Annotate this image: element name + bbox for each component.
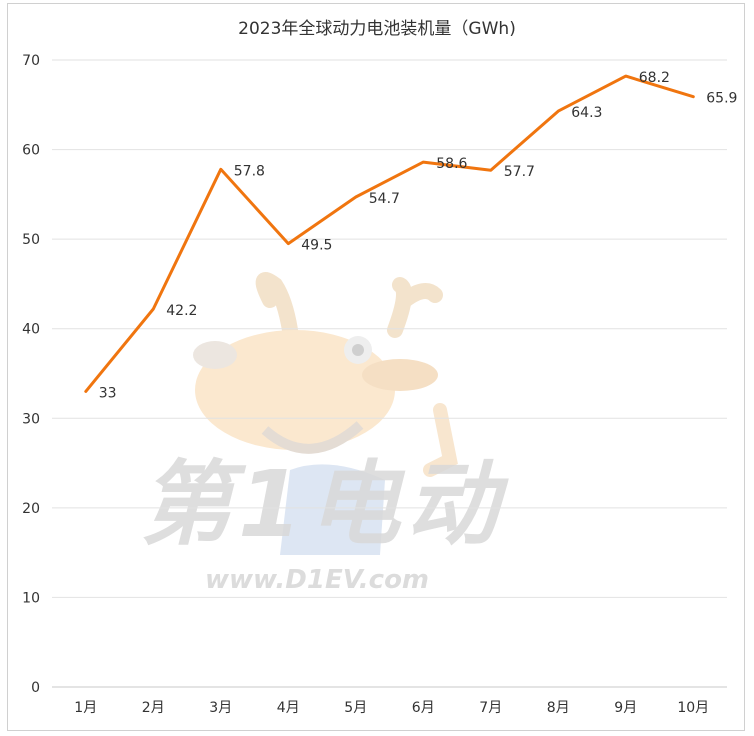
x-tick-label: 9月 xyxy=(614,700,637,716)
gridlines xyxy=(52,59,727,688)
data-label: 54.7 xyxy=(369,191,400,207)
series xyxy=(84,74,695,393)
data-label: 65.9 xyxy=(706,91,737,107)
data-label: 68.2 xyxy=(639,70,670,86)
y-tick-label: 30 xyxy=(22,411,40,427)
data-point xyxy=(152,308,154,310)
data-label: 64.3 xyxy=(571,105,602,121)
data-label: 57.7 xyxy=(504,164,535,180)
x-tick-label: 1月 xyxy=(74,700,97,716)
data-point xyxy=(422,161,424,163)
data-point xyxy=(355,196,357,198)
data-point xyxy=(287,243,289,245)
x-tick-label: 8月 xyxy=(547,700,570,716)
y-tick-label: 50 xyxy=(22,232,40,248)
x-tick-label: 6月 xyxy=(412,700,435,716)
y-tick-label: 70 xyxy=(22,53,40,69)
data-point xyxy=(557,110,559,112)
data-point xyxy=(490,169,492,171)
x-tick-label: 3月 xyxy=(209,700,232,716)
data-point xyxy=(220,168,222,170)
y-tick-label: 20 xyxy=(22,501,40,517)
x-tick-label: 7月 xyxy=(479,700,502,716)
x-tick-label: 5月 xyxy=(344,700,367,716)
data-point xyxy=(692,96,694,98)
chart-title: 2023年全球动力电池装机量（GWh) xyxy=(238,19,516,39)
y-axis: 0 10 20 30 40 50 60 70 xyxy=(22,53,40,696)
x-tick-label: 2月 xyxy=(142,700,165,716)
y-tick-label: 10 xyxy=(22,590,40,606)
series-line xyxy=(84,74,695,393)
y-tick-label: 60 xyxy=(22,143,40,159)
x-tick-label: 10月 xyxy=(677,700,709,716)
y-tick-label: 40 xyxy=(22,322,40,338)
data-label: 49.5 xyxy=(301,238,332,254)
data-label: 58.6 xyxy=(436,156,467,172)
data-point xyxy=(625,75,627,77)
x-axis: 1月 2月 3月 4月 5月 6月 7月 8月 9月 10月 xyxy=(74,700,709,716)
data-label: 42.2 xyxy=(166,303,197,319)
x-tick-label: 4月 xyxy=(277,700,300,716)
data-point xyxy=(85,390,87,392)
data-label: 33 xyxy=(99,385,117,401)
data-labels: 33 42.2 57.8 49.5 54.7 58.6 57.7 64.3 68.2 65.9 xyxy=(99,70,738,401)
y-tick-label: 0 xyxy=(31,680,40,696)
data-label: 57.8 xyxy=(234,163,265,179)
